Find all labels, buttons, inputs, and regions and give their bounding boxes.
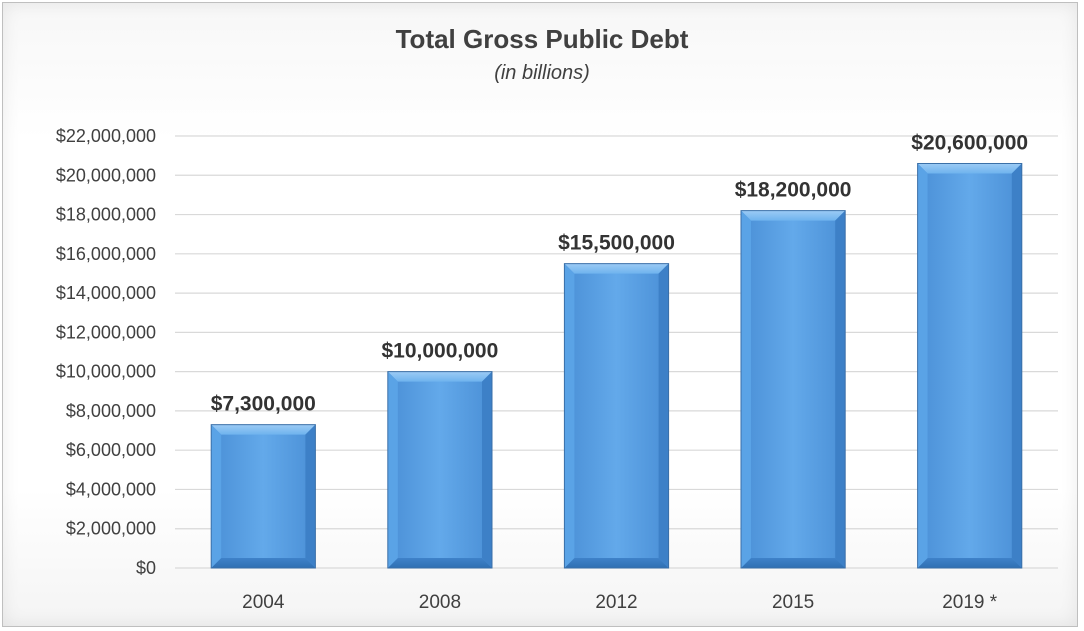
y-tick-label: $12,000,000: [56, 322, 156, 342]
y-axis-ticks: $0 $2,000,000 $4,000,000 $6,000,000 $8,000,0…: [56, 126, 156, 578]
bar: [563, 263, 670, 569]
y-tick-label: $16,000,000: [56, 244, 156, 264]
x-category-label: 2015: [772, 592, 814, 613]
y-tick-label: $8,000,000: [66, 401, 156, 421]
chart-title: Total Gross Public Debt: [395, 24, 689, 54]
x-category-label: 2012: [595, 592, 637, 613]
data-label: $7,300,000: [211, 393, 316, 416]
data-label: $10,000,000: [382, 340, 499, 363]
y-tick-label: $22,000,000: [56, 126, 156, 146]
bar: [387, 371, 493, 569]
data-label: $15,500,000: [558, 232, 675, 255]
bar: [210, 424, 316, 569]
y-tick-label: $6,000,000: [66, 440, 156, 460]
x-category-label: 2004: [242, 592, 285, 613]
y-tick-label: $14,000,000: [56, 283, 156, 303]
data-labels: $7,300,000 $10,000,000 $15,500,000 $18,200,…: [211, 131, 1028, 415]
y-tick-label: $4,000,000: [66, 479, 156, 499]
bar: [917, 162, 1023, 569]
y-tick-label: $18,000,000: [56, 205, 156, 225]
data-label: $20,600,000: [911, 131, 1028, 154]
y-tick-label: $20,000,000: [56, 165, 156, 185]
data-label: $18,200,000: [735, 179, 852, 202]
y-tick-label: $2,000,000: [66, 519, 156, 539]
x-category-label: 2008: [419, 592, 461, 613]
x-axis-categories: 2004 2008 2012 2015 2019 *: [242, 592, 998, 613]
bar: [740, 210, 846, 569]
x-category-label: 2019 *: [942, 592, 998, 613]
chart-subtitle: (in billions): [494, 62, 590, 84]
bars: [210, 162, 1023, 569]
y-tick-label: $10,000,000: [56, 362, 156, 382]
y-tick-label: $0: [136, 558, 156, 578]
